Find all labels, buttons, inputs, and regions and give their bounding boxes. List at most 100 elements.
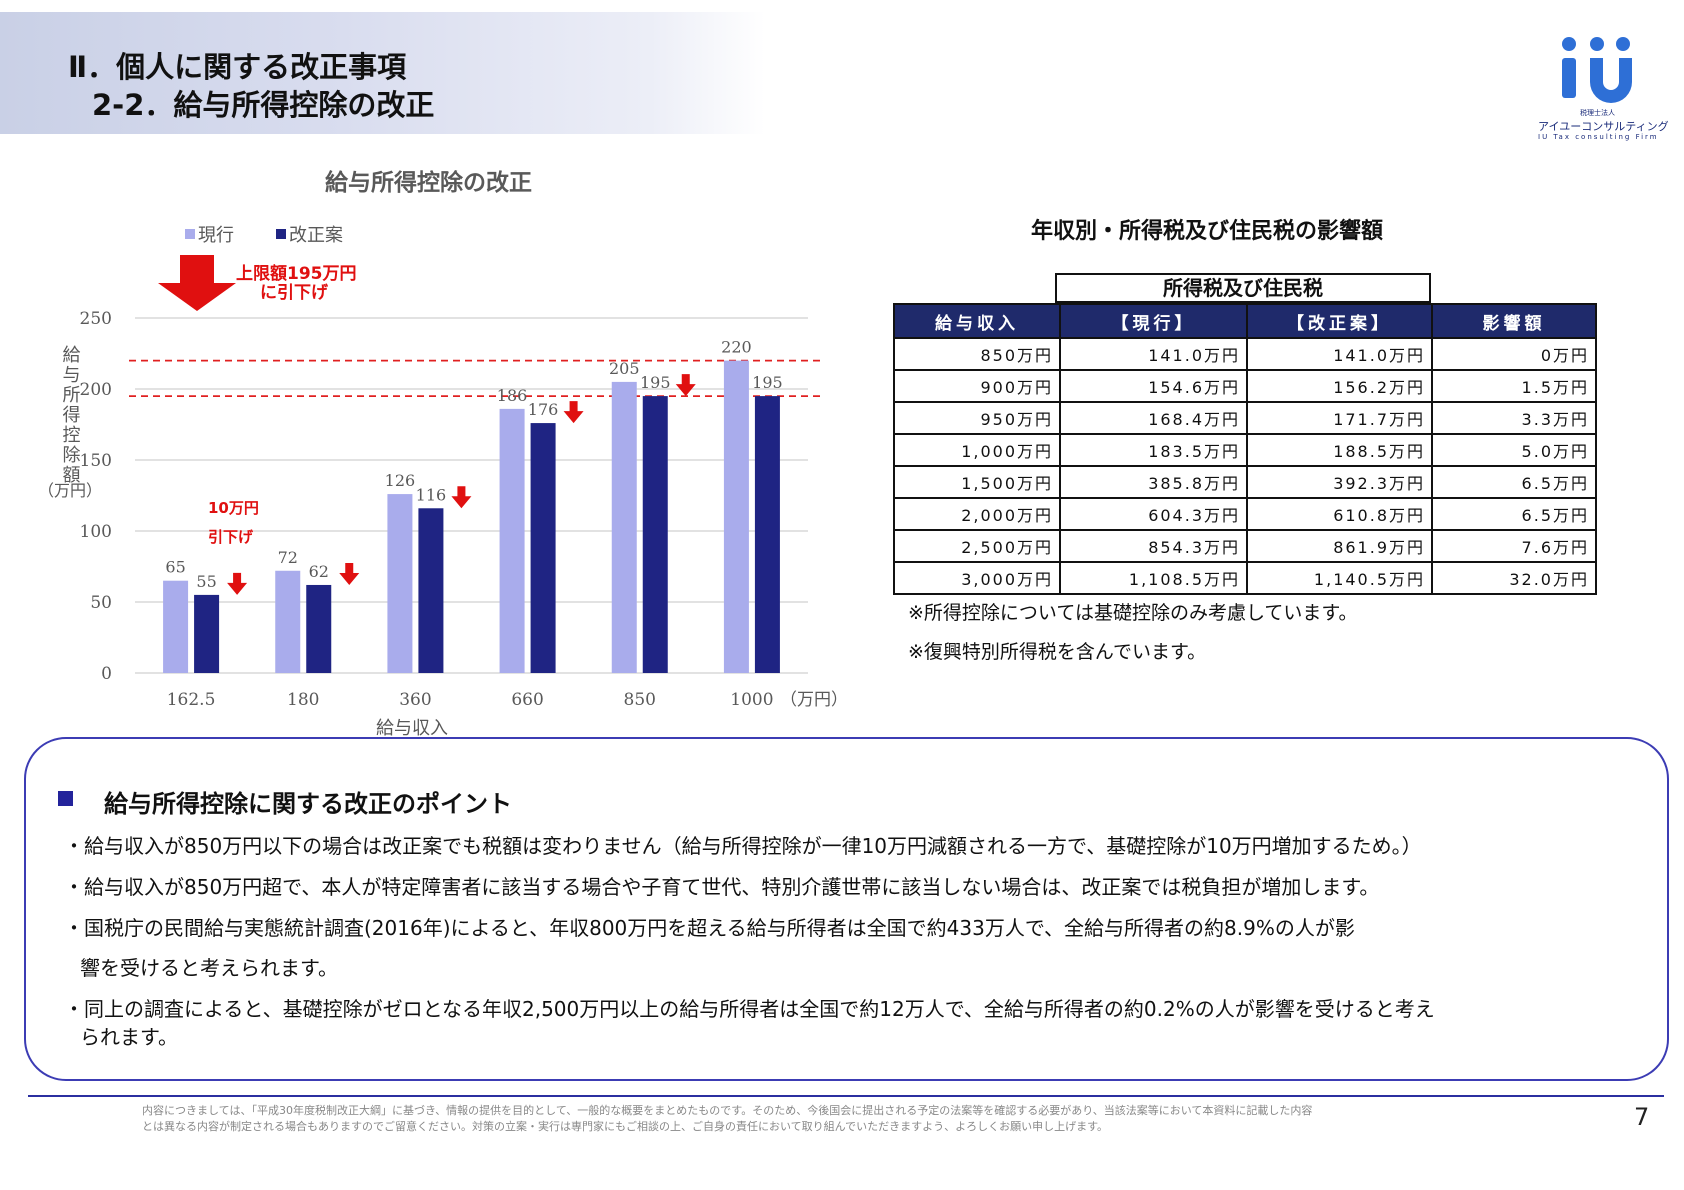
cell-current: 183.5万円: [1059, 433, 1248, 467]
table-row: 2,000万円 604.3万円 610.8万円 6.5万円: [893, 497, 1597, 531]
cell-impact: 3.3万円: [1431, 401, 1597, 435]
cell-income: 1,000万円: [893, 433, 1061, 467]
point-4: ・同上の調査によると、基礎控除がゼロとなる年収2,500万円以上の給与所得者は全…: [64, 997, 1435, 1021]
cell-proposed: 188.5万円: [1246, 433, 1433, 467]
x-tick-label: 1000: [730, 690, 773, 710]
cell-income: 900万円: [893, 369, 1061, 403]
points-title: 給与所得控除に関する改正のポイント: [104, 790, 512, 818]
cell-income: 2,000万円: [893, 497, 1061, 531]
logo-subtitle: 税理士法人: [1580, 109, 1615, 117]
bullet-square-icon: [58, 791, 73, 806]
page-number: 7: [1634, 1103, 1650, 1131]
bar-current: [499, 408, 525, 673]
point-3: ・国税庁の民間給与実態統計調査(2016年)によると、年収800万円を超える給与…: [64, 916, 1355, 940]
bar-proposed: [754, 396, 780, 673]
legend-swatch: [185, 229, 195, 239]
cell-income: 3,000万円: [893, 561, 1061, 595]
data-label: 65: [165, 558, 185, 577]
cell-impact: 6.5万円: [1431, 497, 1597, 531]
big-down-arrow-icon: [158, 255, 236, 311]
point-2: ・給与収入が850万円超で、本人が特定障害者に該当する場合や子育て世代、特別介護…: [64, 875, 1380, 899]
table-row: 1,000万円 183.5万円 188.5万円 5.0万円: [893, 433, 1597, 467]
down-arrow-icon: [675, 374, 696, 397]
cell-proposed: 861.9万円: [1246, 529, 1433, 563]
legend-label: 現行: [198, 225, 234, 246]
cell-current: 604.3万円: [1059, 497, 1248, 531]
table-note-1: ※所得控除については基礎控除のみ考慮しています。: [908, 602, 1358, 624]
cell-impact: 0万円: [1431, 337, 1597, 371]
point-4-cont: られます。: [80, 1025, 178, 1049]
data-label: 205: [609, 359, 640, 378]
annotation-cut-1: 10万円: [208, 499, 259, 517]
header-band: [0, 12, 765, 134]
x-axis-label: 給与収入: [376, 718, 448, 739]
data-label: 62: [309, 562, 329, 581]
cell-proposed: 392.3万円: [1246, 465, 1433, 499]
data-label: 220: [721, 338, 752, 357]
y-tick-label: 0: [101, 664, 112, 684]
cell-impact: 1.5万円: [1431, 369, 1597, 403]
table-row: 2,500万円 854.3万円 861.9万円 7.6万円: [893, 529, 1597, 563]
y-tick-label: 100: [80, 522, 112, 542]
y-axis-unit: （万円）: [40, 481, 102, 500]
bar-current: [387, 494, 413, 673]
data-label: 116: [416, 485, 447, 504]
table-note-2: ※復興特別所得税を含んでいます。: [908, 641, 1207, 663]
point-3-cont: 響を受けると考えられます。: [80, 956, 338, 980]
cell-proposed: 1,140.5万円: [1246, 561, 1433, 595]
data-label: 176: [528, 400, 559, 419]
point-1: ・給与収入が850万円以下の場合は改正案でも税額は変わりません（給与所得控除が一…: [64, 834, 1422, 858]
cell-current: 1,108.5万円: [1059, 561, 1248, 595]
annotation-cap-1: 上限額195万円: [236, 263, 357, 284]
table-row: 950万円 168.4万円 171.7万円 3.3万円: [893, 401, 1597, 435]
cell-income: 950万円: [893, 401, 1061, 435]
table-title: 年収別・所得税及び住民税の影響額: [1031, 219, 1384, 244]
down-arrow-icon: [563, 401, 584, 424]
cell-proposed: 156.2万円: [1246, 369, 1433, 403]
data-label: 55: [196, 572, 216, 591]
table-row: 850万円 141.0万円 141.0万円 0万円: [893, 337, 1597, 371]
page-title: 2-2．給与所得控除の改正: [92, 88, 435, 122]
table-row: 3,000万円 1,108.5万円 1,140.5万円 32.0万円: [893, 561, 1597, 595]
cell-impact: 32.0万円: [1431, 561, 1597, 595]
cell-proposed: 610.8万円: [1246, 497, 1433, 531]
col-header-impact: 影響額: [1431, 303, 1597, 339]
bar-current: [163, 580, 189, 673]
legend-label: 改正案: [289, 225, 343, 246]
x-tick-label: 162.5: [167, 690, 216, 710]
company-logo: 税理士法人 アイユーコンサルティング IU Tax consulting Fir…: [1532, 34, 1672, 144]
y-tick-label: 150: [80, 451, 112, 471]
data-label: 186: [497, 386, 528, 405]
table-header-row: 給与収入 【現行】 【改正案】 影響額: [893, 303, 1597, 339]
data-label: 195: [640, 373, 671, 392]
x-tick-label: 180: [287, 690, 319, 710]
down-arrow-icon: [451, 486, 472, 509]
cell-current: 154.6万円: [1059, 369, 1248, 403]
footer-disclaimer-2: とは異なる内容が制定される場合もありますのでご留意ください。対策の立案・実行は専…: [142, 1120, 1109, 1133]
bar-proposed: [418, 508, 444, 673]
tax-impact-table: 給与収入 【現行】 【改正案】 影響額 850万円 141.0万円 141.0万円 0…: [893, 303, 1597, 595]
col-header-proposed: 【改正案】: [1246, 303, 1433, 339]
cell-impact: 5.0万円: [1431, 433, 1597, 467]
cell-impact: 6.5万円: [1431, 465, 1597, 499]
cell-current: 385.8万円: [1059, 465, 1248, 499]
section-title: Ⅱ．個人に関する改正事項: [68, 50, 407, 84]
down-arrow-icon: [339, 562, 360, 585]
y-tick-label: 200: [80, 380, 112, 400]
footer-divider: [28, 1095, 1664, 1097]
cell-income: 1,500万円: [893, 465, 1061, 499]
x-tick-label: 360: [399, 690, 431, 710]
table-row: 900万円 154.6万円 156.2万円 1.5万円: [893, 369, 1597, 403]
cell-income: 850万円: [893, 337, 1061, 371]
y-tick-label: 50: [90, 593, 112, 613]
annotation-cut-2: 引下げ: [208, 528, 254, 546]
cell-impact: 7.6万円: [1431, 529, 1597, 563]
cell-current: 141.0万円: [1059, 337, 1248, 371]
legend-swatch: [276, 229, 286, 239]
bar-proposed: [306, 584, 332, 673]
chart-title: 給与所得控除の改正: [325, 170, 532, 196]
x-tick-label: 850: [624, 690, 656, 710]
col-header-current: 【現行】: [1059, 303, 1248, 339]
annotation-cap-2: に引下げ: [260, 283, 329, 303]
